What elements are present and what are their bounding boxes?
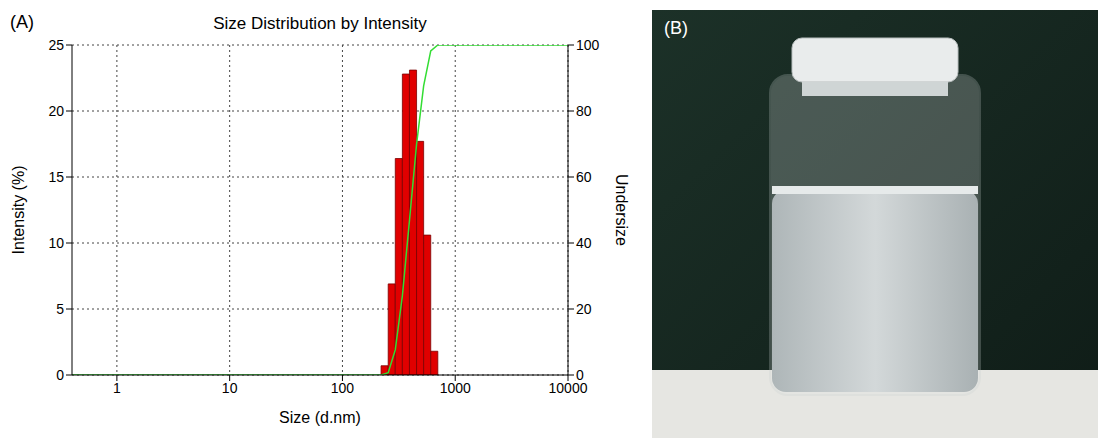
html-text:(B): (B): [664, 18, 688, 38]
svg-text:80: 80: [576, 103, 592, 119]
svg-text:5: 5: [56, 301, 64, 317]
html-text:(A): (A): [10, 12, 34, 32]
svg-text:20: 20: [48, 103, 64, 119]
svg-text:Size (d.nm): Size (d.nm): [279, 409, 361, 426]
svg-text:10: 10: [48, 235, 64, 251]
svg-text:10000: 10000: [548, 379, 588, 396]
svg-text:Undersize: Undersize: [613, 174, 630, 246]
svg-text:20: 20: [576, 301, 592, 317]
svg-text:Intensity (%): Intensity (%): [10, 166, 27, 255]
svg-text:100: 100: [331, 380, 355, 396]
svg-text:15: 15: [48, 169, 64, 185]
svg-text:0: 0: [576, 367, 584, 383]
svg-text:25: 25: [48, 37, 64, 53]
svg-text:100: 100: [576, 37, 600, 53]
svg-text:40: 40: [576, 235, 592, 251]
html-text:Size Distribution by Intensity: Size Distribution by Intensity: [213, 14, 427, 33]
svg-text:1: 1: [113, 380, 121, 396]
svg-text:10: 10: [222, 380, 238, 396]
svg-text:1000: 1000: [440, 380, 471, 396]
svg-text:60: 60: [576, 169, 592, 185]
svg-text:0: 0: [56, 367, 64, 383]
